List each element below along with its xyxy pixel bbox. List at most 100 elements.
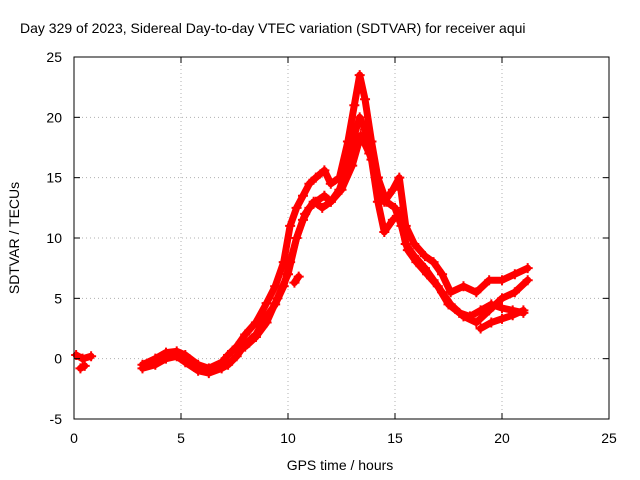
series-trace-7: [475, 305, 529, 334]
data-point: [432, 281, 443, 292]
series-line: [139, 71, 532, 372]
data-point: [171, 351, 182, 362]
data-point: [419, 251, 430, 262]
data-point: [310, 172, 321, 183]
series-trace-1: [71, 350, 97, 364]
data-point: [381, 196, 392, 207]
data-point: [396, 220, 407, 231]
x-tick-label: 5: [177, 430, 185, 446]
data-point: [272, 293, 283, 304]
data-point: [319, 190, 330, 201]
data-point: [486, 299, 497, 310]
data-point: [509, 287, 520, 298]
x-tick-label: 25: [601, 430, 617, 446]
data-point: [231, 351, 242, 362]
data-point: [304, 178, 315, 189]
data-point: [137, 363, 148, 374]
data-point: [428, 257, 439, 268]
y-axis-label: SDTVAR / TECUs: [6, 182, 22, 294]
data-point: [360, 124, 371, 135]
y-tick-label: 10: [46, 230, 62, 246]
data-point: [325, 178, 336, 189]
data-point: [300, 208, 311, 219]
data-point: [250, 331, 261, 342]
data-point: [464, 311, 475, 322]
data-point: [317, 202, 328, 213]
data-point: [293, 271, 304, 282]
plot-area: [71, 70, 533, 379]
data-point: [372, 196, 383, 207]
data-point: [390, 202, 400, 213]
data-point: [360, 94, 371, 105]
series-trace-2: [75, 360, 90, 374]
data-point: [193, 365, 204, 376]
data-point: [308, 196, 319, 207]
data-point: [355, 130, 366, 141]
data-point: [283, 269, 293, 280]
data-point: [347, 160, 358, 171]
data-point: [325, 196, 336, 207]
data-point: [387, 184, 398, 195]
data-point: [216, 363, 227, 374]
data-point: [471, 317, 482, 328]
axis-ticks: 0 5 10 15 20 25 -5 0 5 10 15 20 25: [46, 49, 617, 446]
data-point: [354, 70, 365, 81]
data-point: [354, 112, 365, 123]
data-point: [203, 368, 214, 379]
data-point: [522, 275, 533, 286]
y-tick-label: 25: [46, 49, 62, 65]
data-point: [180, 357, 191, 368]
y-tick-label: -5: [50, 411, 63, 427]
chart-title: Day 329 of 2023, Sidereal Day-to-day VTE…: [20, 20, 526, 36]
data-point: [379, 226, 390, 237]
data-point: [475, 305, 486, 316]
data-point: [497, 293, 507, 304]
data-point: [484, 275, 495, 286]
data-point: [261, 298, 272, 309]
data-point: [150, 359, 161, 370]
data-point: [471, 287, 482, 298]
data-point: [372, 172, 383, 183]
x-tick-label: 20: [494, 430, 510, 446]
data-point: [522, 263, 533, 274]
data-point: [518, 305, 529, 316]
data-point: [437, 269, 448, 280]
data-point: [454, 307, 465, 318]
data-point: [422, 269, 433, 280]
data-point: [223, 350, 234, 361]
series-line: [139, 113, 532, 377]
x-tick-label: 15: [387, 430, 403, 446]
data-point: [336, 184, 347, 195]
data-point: [497, 275, 507, 286]
data-point: [445, 287, 456, 298]
data-point: [240, 341, 251, 352]
series-trace-3: [137, 70, 533, 374]
data-point: [291, 233, 302, 243]
y-tick-label: 0: [54, 351, 62, 367]
series-trace-4: [137, 112, 533, 379]
x-tick-label: 10: [280, 430, 296, 446]
data-point: [161, 353, 172, 364]
data-point: [443, 299, 454, 310]
data-point: [486, 317, 497, 328]
data-point: [285, 220, 296, 231]
data-point: [79, 360, 90, 371]
data-point: [319, 165, 330, 176]
data-point: [402, 245, 413, 256]
data-point: [394, 172, 405, 183]
y-tick-label: 20: [46, 109, 62, 125]
data-point: [261, 317, 272, 328]
data-point: [289, 277, 300, 288]
data-point: [86, 351, 97, 362]
data-point: [475, 323, 486, 334]
data-point: [240, 329, 251, 340]
series-line: [241, 131, 527, 351]
x-axis-label: GPS time / hours: [287, 457, 394, 473]
series-trace-6: [289, 271, 304, 288]
data-point: [497, 313, 507, 324]
data-point: [497, 302, 507, 313]
x-tick-label: 0: [70, 430, 78, 446]
data-point: [411, 257, 422, 268]
data-point: [509, 269, 520, 280]
